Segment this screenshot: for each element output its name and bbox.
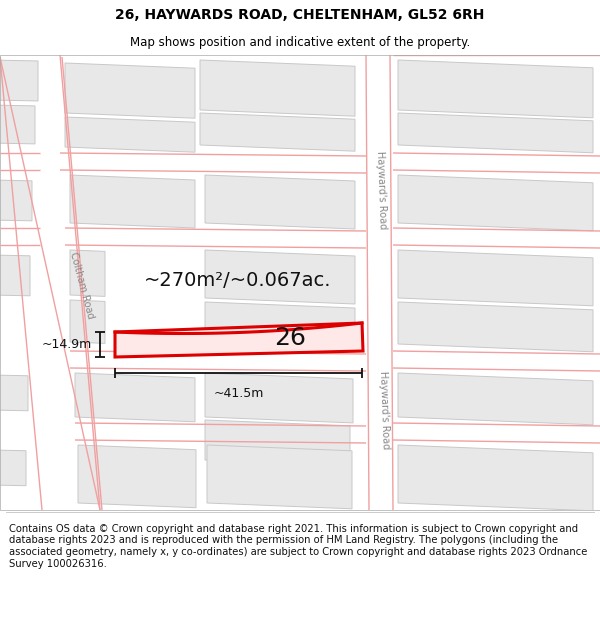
Polygon shape bbox=[398, 175, 593, 231]
Polygon shape bbox=[398, 445, 593, 511]
Text: 26: 26 bbox=[274, 326, 306, 350]
Text: ~14.9m: ~14.9m bbox=[42, 338, 92, 351]
Text: 26, HAYWARDS ROAD, CHELTENHAM, GL52 6RH: 26, HAYWARDS ROAD, CHELTENHAM, GL52 6RH bbox=[115, 8, 485, 22]
Polygon shape bbox=[65, 117, 195, 152]
Polygon shape bbox=[0, 55, 100, 510]
Polygon shape bbox=[205, 420, 350, 466]
Polygon shape bbox=[205, 175, 355, 229]
Polygon shape bbox=[0, 105, 35, 144]
Polygon shape bbox=[398, 60, 593, 118]
Text: Map shows position and indicative extent of the property.: Map shows position and indicative extent… bbox=[130, 36, 470, 49]
Polygon shape bbox=[398, 373, 593, 425]
Polygon shape bbox=[65, 63, 195, 118]
Polygon shape bbox=[0, 375, 28, 411]
Polygon shape bbox=[398, 250, 593, 306]
Polygon shape bbox=[0, 152, 600, 173]
Text: Coltham Road: Coltham Road bbox=[68, 251, 96, 319]
Polygon shape bbox=[205, 302, 355, 350]
Polygon shape bbox=[75, 373, 195, 422]
Polygon shape bbox=[0, 255, 30, 296]
Polygon shape bbox=[207, 445, 352, 509]
Polygon shape bbox=[398, 113, 593, 152]
Polygon shape bbox=[365, 55, 398, 510]
Polygon shape bbox=[205, 373, 353, 423]
Polygon shape bbox=[0, 180, 32, 221]
Text: Contains OS data © Crown copyright and database right 2021. This information is : Contains OS data © Crown copyright and d… bbox=[9, 524, 587, 569]
Polygon shape bbox=[0, 350, 600, 370]
Polygon shape bbox=[0, 60, 38, 101]
Text: ~270m²/~0.067ac.: ~270m²/~0.067ac. bbox=[144, 271, 332, 289]
Text: ~41.5m: ~41.5m bbox=[214, 387, 263, 400]
Polygon shape bbox=[205, 250, 355, 304]
Polygon shape bbox=[115, 323, 363, 357]
Polygon shape bbox=[78, 445, 196, 508]
Polygon shape bbox=[70, 300, 105, 343]
Polygon shape bbox=[70, 250, 105, 296]
Text: Hayward's Road: Hayward's Road bbox=[377, 371, 391, 449]
Polygon shape bbox=[200, 60, 355, 116]
Polygon shape bbox=[0, 227, 600, 248]
Text: Hayward's Road: Hayward's Road bbox=[374, 151, 388, 229]
Polygon shape bbox=[398, 302, 593, 352]
Polygon shape bbox=[0, 423, 600, 443]
Polygon shape bbox=[200, 113, 355, 151]
Polygon shape bbox=[70, 175, 195, 228]
Polygon shape bbox=[0, 450, 26, 486]
